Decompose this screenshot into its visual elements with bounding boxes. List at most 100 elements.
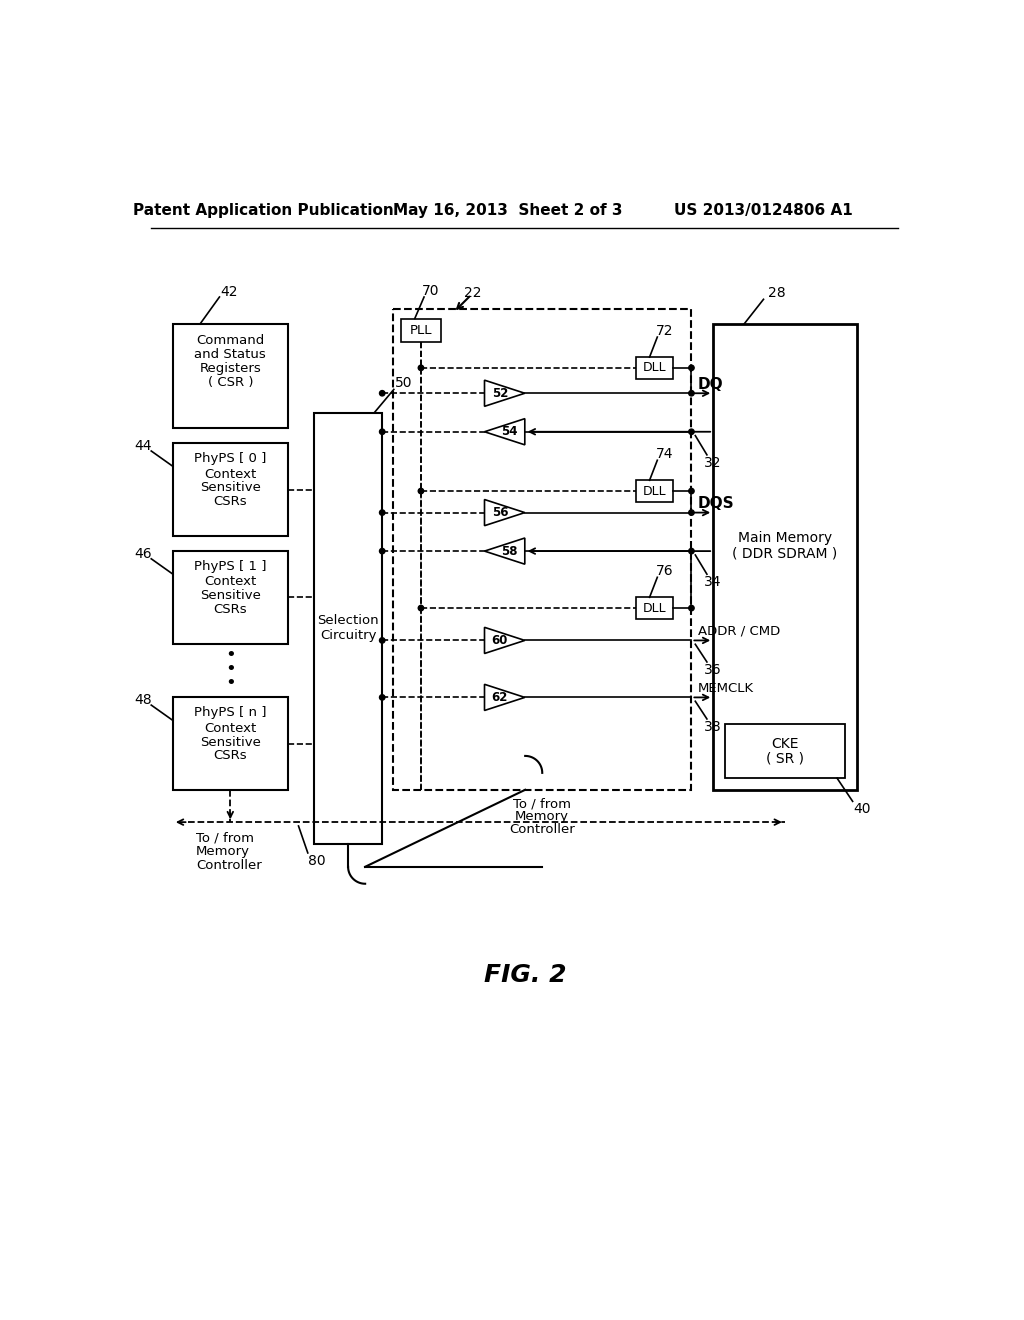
Text: 52: 52	[492, 387, 508, 400]
Text: 80: 80	[308, 854, 326, 867]
Text: •: •	[225, 673, 236, 692]
Text: DLL: DLL	[642, 602, 666, 615]
Text: 38: 38	[705, 719, 722, 734]
Text: Controller: Controller	[197, 859, 262, 871]
Bar	[173, 444, 288, 536]
Text: PhyPS [ n ]: PhyPS [ n ]	[195, 706, 266, 719]
Circle shape	[380, 548, 385, 554]
Text: ( DDR SDRAM ): ( DDR SDRAM )	[732, 546, 838, 560]
Text: CSRs: CSRs	[213, 603, 247, 616]
Text: Sensitive: Sensitive	[200, 589, 261, 602]
Bar	[725, 725, 845, 779]
Bar	[636, 358, 673, 379]
Polygon shape	[484, 380, 524, 407]
Text: DQ: DQ	[697, 376, 723, 392]
Text: PhyPS [ 0 ]: PhyPS [ 0 ]	[195, 453, 266, 465]
Bar	[173, 552, 288, 644]
Text: Circuitry: Circuitry	[319, 630, 377, 643]
Text: US 2013/0124806 A1: US 2013/0124806 A1	[674, 203, 853, 218]
Circle shape	[689, 391, 694, 396]
Text: 70: 70	[422, 284, 439, 298]
Text: Registers: Registers	[200, 362, 261, 375]
Text: Sensitive: Sensitive	[200, 735, 261, 748]
Circle shape	[380, 391, 385, 396]
Circle shape	[418, 606, 424, 611]
Circle shape	[689, 548, 694, 554]
Bar	[400, 318, 441, 342]
Text: 62: 62	[492, 690, 508, 704]
Bar	[314, 412, 382, 843]
Text: 76: 76	[655, 564, 673, 578]
Text: Controller: Controller	[509, 824, 575, 837]
Text: ADDR / CMD: ADDR / CMD	[697, 624, 780, 638]
Bar	[636, 597, 673, 619]
Bar	[173, 323, 288, 428]
Text: Memory: Memory	[197, 845, 250, 858]
Text: 50: 50	[395, 376, 413, 391]
Text: 32: 32	[705, 455, 722, 470]
Circle shape	[689, 366, 694, 371]
Bar	[393, 309, 691, 789]
Text: 44: 44	[134, 440, 152, 453]
Text: 42: 42	[221, 285, 239, 298]
Text: PLL: PLL	[410, 323, 432, 337]
Text: Context: Context	[204, 467, 256, 480]
Circle shape	[689, 488, 694, 494]
Text: To / from: To / from	[197, 832, 254, 843]
Bar	[713, 323, 856, 789]
Text: DLL: DLL	[642, 484, 666, 498]
Circle shape	[418, 366, 424, 371]
Circle shape	[380, 429, 385, 434]
Text: 72: 72	[655, 323, 673, 338]
Text: CSRs: CSRs	[213, 495, 247, 508]
Polygon shape	[484, 539, 524, 564]
Text: Command: Command	[197, 334, 264, 347]
Text: 34: 34	[705, 576, 722, 589]
Text: Sensitive: Sensitive	[200, 482, 261, 495]
Circle shape	[380, 638, 385, 643]
Text: 56: 56	[492, 506, 508, 519]
Circle shape	[689, 429, 694, 434]
Circle shape	[418, 488, 424, 494]
Polygon shape	[484, 418, 524, 445]
Text: FIG. 2: FIG. 2	[483, 962, 566, 986]
Circle shape	[380, 510, 385, 515]
Text: PhyPS [ 1 ]: PhyPS [ 1 ]	[195, 560, 266, 573]
Circle shape	[689, 606, 694, 611]
Text: CKE: CKE	[771, 737, 799, 751]
Circle shape	[689, 510, 694, 515]
Text: MEMCLK: MEMCLK	[697, 681, 754, 694]
Text: Memory: Memory	[515, 810, 569, 824]
Text: and Status: and Status	[195, 348, 266, 362]
Polygon shape	[484, 499, 524, 525]
Text: 28: 28	[768, 286, 785, 300]
Text: 74: 74	[655, 447, 673, 461]
Text: 36: 36	[705, 663, 722, 677]
Text: Context: Context	[204, 576, 256, 589]
Text: 48: 48	[134, 693, 152, 708]
Text: 54: 54	[501, 425, 518, 438]
Text: DLL: DLL	[642, 362, 666, 375]
Text: Main Memory: Main Memory	[737, 531, 831, 545]
Text: ( CSR ): ( CSR )	[208, 376, 253, 389]
Text: ( SR ): ( SR )	[766, 752, 804, 766]
Text: To / from: To / from	[513, 797, 571, 810]
Text: DQS: DQS	[697, 496, 734, 511]
Text: Context: Context	[204, 722, 256, 735]
Text: 22: 22	[464, 286, 481, 300]
Text: CSRs: CSRs	[213, 750, 247, 763]
Circle shape	[380, 694, 385, 700]
Text: 60: 60	[492, 634, 508, 647]
Text: May 16, 2013  Sheet 2 of 3: May 16, 2013 Sheet 2 of 3	[393, 203, 623, 218]
Text: •: •	[225, 660, 236, 678]
Polygon shape	[484, 684, 524, 710]
Text: •: •	[225, 645, 236, 664]
Polygon shape	[484, 627, 524, 653]
Bar	[636, 480, 673, 502]
Text: 46: 46	[134, 548, 152, 561]
Text: Patent Application Publication: Patent Application Publication	[133, 203, 394, 218]
Text: Selection: Selection	[317, 614, 379, 627]
Text: 40: 40	[853, 803, 870, 816]
Bar	[173, 697, 288, 789]
Text: 58: 58	[501, 545, 518, 557]
